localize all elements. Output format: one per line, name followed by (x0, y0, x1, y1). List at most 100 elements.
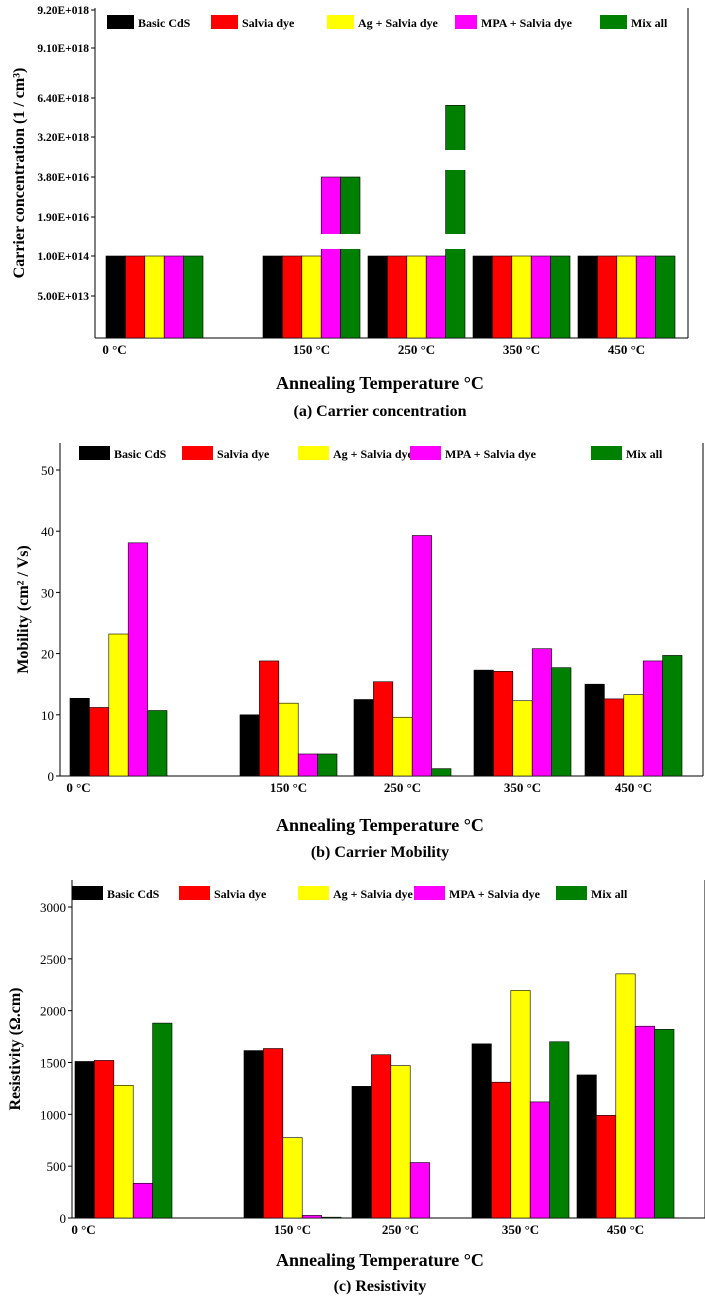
y-tick-label: 30 (41, 585, 54, 600)
x-tick-label: 250 °C (384, 780, 421, 795)
x-tick-label: 150 °C (293, 342, 330, 357)
bar-basic-cds-2 (243, 1050, 264, 1219)
x-tick-label: 350 °C (502, 1222, 539, 1237)
legend-swatch-basic-cds (72, 886, 103, 900)
bar-mix-all-2 (321, 1216, 342, 1219)
x-tick-label: 150 °C (274, 1222, 311, 1237)
bar-mix-all-2 (317, 753, 338, 777)
bar-mpa-salvia-dye-3 (425, 255, 446, 339)
legend-swatch-ag-salvia-dye (298, 446, 329, 460)
chart-1: 5.00E+013 1.00E+014 1.90E+016 3.80E+016 3.20… (11, 5, 689, 420)
y-tick-label: 6.40E+018 (37, 93, 89, 105)
legend-entry: Mix all (591, 887, 628, 901)
legend-entry: Salvia dye (217, 447, 270, 461)
y-axis-label: Mobility (cm² / Vs) (15, 545, 32, 673)
x-tick-label: 350 °C (504, 780, 541, 795)
bar-mpa-salvia-dye-5 (634, 1025, 655, 1219)
bar-mpa-salvia-dye-5 (642, 660, 663, 777)
bar-ag-salvia-dye-4 (512, 700, 533, 777)
bar-mix-all-4 (550, 255, 571, 339)
bar-mpa-salvia-dye-4 (530, 255, 551, 339)
legend-swatch-mix-all (556, 886, 587, 900)
legend-swatch-salvia-dye (179, 886, 210, 900)
bar-salvia-dye-3 (371, 1054, 392, 1219)
legend-entry: Salvia dye (214, 887, 267, 901)
legend-entry: Salvia dye (242, 16, 295, 30)
y-tick-label: 1.00E+014 (37, 251, 89, 263)
bar-mix-all-5 (654, 1029, 675, 1219)
bar-salvia-dye-5 (604, 698, 625, 777)
x-tick-label: 450 °C (608, 342, 645, 357)
y-tick-label: 9.10E+018 (37, 43, 89, 55)
y-tick-label: 1500 (40, 1056, 66, 1071)
bar-ag-salvia-dye-3 (390, 1065, 411, 1219)
bar-basic-cds-3 (367, 255, 388, 339)
bar-mpa-salvia-dye-5 (635, 255, 656, 339)
legend-entry: Basic CdS (138, 16, 191, 30)
bar-ag-salvia-dye-3 (392, 716, 413, 777)
bar-mpa-salvia-dye-1 (163, 255, 184, 339)
legend-entry: Ag + Salvia dye (333, 447, 414, 461)
bar-ag-salvia-dye-2 (282, 1137, 303, 1219)
axis-break-gap (96, 82, 687, 94)
bar-mpa-salvia-dye-4 (529, 1101, 550, 1219)
bar-mix-all-1 (183, 255, 204, 339)
bar-mix-all-3 (431, 768, 452, 777)
bar-ag-salvia-dye-5 (616, 255, 637, 339)
bar-mix-all-3 (445, 105, 466, 339)
bar-ag-salvia-dye-1 (113, 1085, 134, 1219)
bar-basic-cds-1 (105, 255, 126, 339)
axis-break-gap (96, 234, 687, 249)
y-tick-label: 1000 (40, 1107, 66, 1122)
bar-mix-all-5 (655, 255, 676, 339)
bar-salvia-dye-4 (493, 671, 514, 777)
legend-swatch-ag-salvia-dye (327, 15, 354, 29)
bar-basic-cds-2 (262, 255, 283, 339)
bar-basic-cds-5 (577, 255, 598, 339)
chart-caption: (c) Resistivity (334, 1278, 427, 1295)
bar-mpa-salvia-dye-2 (320, 176, 341, 339)
legend-swatch-salvia-dye (182, 446, 213, 460)
bar-mix-all-1 (147, 710, 168, 777)
legend-entry: MPA + Salvia dye (449, 887, 541, 901)
legend-entry: Basic CdS (114, 447, 167, 461)
legend-swatch-mpa-salvia-dye (414, 886, 445, 900)
legend-swatch-basic-cds (107, 15, 134, 29)
bar-basic-cds-4 (471, 1043, 492, 1219)
legend-swatch-mix-all (591, 446, 622, 460)
y-tick-label: 3.80E+016 (37, 172, 89, 184)
x-tick-label: 0 °C (66, 780, 90, 795)
bar-ag-salvia-dye-5 (623, 694, 644, 777)
bar-mix-all-4 (549, 1041, 570, 1219)
x-tick-label: 250 °C (382, 1222, 419, 1237)
bar-salvia-dye-2 (259, 660, 280, 777)
bar-salvia-dye-4 (491, 1081, 512, 1219)
y-tick-label: 10 (41, 708, 54, 723)
bar-basic-cds-1 (74, 1061, 95, 1219)
legend-entry: MPA + Salvia dye (481, 16, 573, 30)
bar-ag-salvia-dye-2 (278, 702, 299, 777)
y-tick-label: 50 (41, 463, 54, 478)
bar-mix-all-5 (662, 655, 683, 777)
bar-basic-cds-3 (353, 699, 374, 777)
bar-basic-cds-4 (473, 669, 494, 777)
chart-caption: (a) Carrier concentration (294, 403, 467, 420)
x-tick-label: 0 °C (71, 1222, 95, 1237)
legend-entry: Basic CdS (107, 887, 160, 901)
bar-ag-salvia-dye-1 (144, 255, 165, 339)
x-tick-label: 450 °C (607, 1222, 644, 1237)
y-tick-label: 40 (41, 524, 54, 539)
bar-basic-cds-4 (472, 255, 493, 339)
x-tick-label: 450 °C (615, 780, 652, 795)
y-tick-label: 0 (60, 1211, 67, 1226)
y-tick-label: 2500 (40, 952, 66, 967)
bar-basic-cds-3 (351, 1086, 372, 1219)
bar-ag-salvia-dye-4 (511, 255, 532, 339)
bar-salvia-dye-3 (387, 255, 408, 339)
x-tick-label: 250 °C (398, 342, 435, 357)
y-tick-label: 2000 (40, 1004, 66, 1019)
bar-mpa-salvia-dye-4 (531, 648, 552, 777)
y-tick-label: 500 (47, 1159, 67, 1174)
bar-ag-salvia-dye-3 (406, 255, 427, 339)
